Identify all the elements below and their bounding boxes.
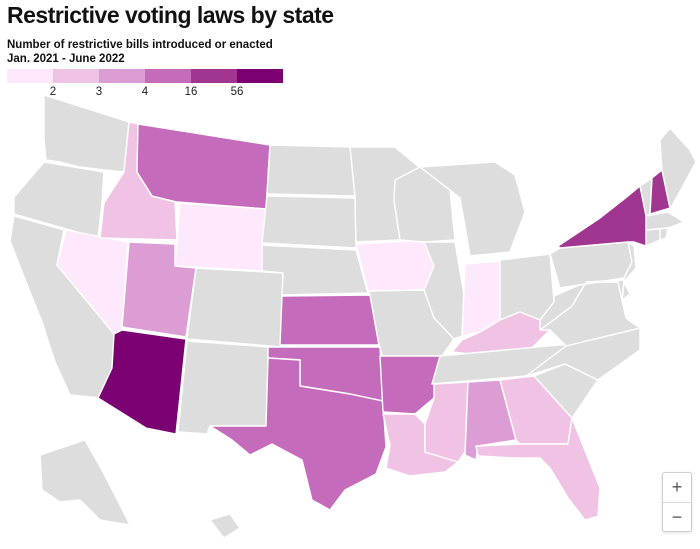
state-tx[interactable] — [209, 357, 387, 511]
state-co[interactable] — [186, 267, 284, 348]
state-nm[interactable] — [177, 340, 270, 435]
legend-swatch-6 — [237, 69, 283, 83]
state-ma[interactable] — [645, 211, 685, 231]
state-ks[interactable] — [279, 294, 380, 346]
color-legend: 2 3 4 16 56 — [7, 69, 287, 99]
states-layer — [9, 94, 697, 539]
zoom-in-button[interactable]: + — [671, 477, 683, 497]
state-mi[interactable] — [419, 161, 526, 257]
legend-swatch-4 — [145, 69, 191, 83]
legend-tick-5: 56 — [230, 86, 244, 98]
state-nd[interactable] — [266, 144, 356, 197]
legend-swatch-3 — [99, 69, 145, 83]
state-az[interactable] — [97, 329, 187, 435]
subtitle-line-1: Number of restrictive bills introduced o… — [7, 39, 273, 51]
state-fl[interactable] — [475, 417, 601, 521]
legend-tick-3: 4 — [141, 86, 149, 98]
legend-tick-1: 2 — [49, 86, 57, 98]
state-ak[interactable] — [39, 439, 131, 526]
state-ny[interactable] — [557, 185, 649, 249]
state-oh[interactable] — [499, 253, 555, 321]
subtitle-line-2: Jan. 2021 - June 2022 — [7, 53, 125, 65]
state-ne[interactable] — [261, 244, 369, 296]
state-ri[interactable] — [659, 227, 669, 241]
state-ia[interactable] — [355, 239, 435, 292]
zoom-out-button[interactable]: − — [663, 502, 691, 531]
zoom-control: + − — [662, 472, 692, 532]
state-ct[interactable] — [645, 227, 661, 247]
state-ar[interactable] — [379, 355, 443, 415]
state-me[interactable] — [659, 127, 697, 209]
state-mt[interactable] — [136, 123, 271, 210]
legend-swatch-2 — [53, 69, 99, 83]
state-wy[interactable] — [174, 202, 267, 272]
state-hi[interactable] — [209, 513, 241, 539]
legend-swatch-1 — [7, 69, 53, 83]
legend-swatch-5 — [191, 69, 237, 83]
map-subtitle: Number of restrictive bills introduced o… — [7, 38, 327, 66]
state-wa[interactable] — [43, 94, 130, 173]
state-md[interactable] — [585, 279, 625, 301]
state-la[interactable] — [382, 413, 459, 477]
map-title: Restrictive voting laws by state — [7, 2, 334, 28]
state-il[interactable] — [423, 241, 466, 340]
state-sd[interactable] — [261, 195, 357, 249]
legend-tick-4: 16 — [184, 86, 198, 98]
legend-tick-2: 3 — [95, 86, 103, 98]
